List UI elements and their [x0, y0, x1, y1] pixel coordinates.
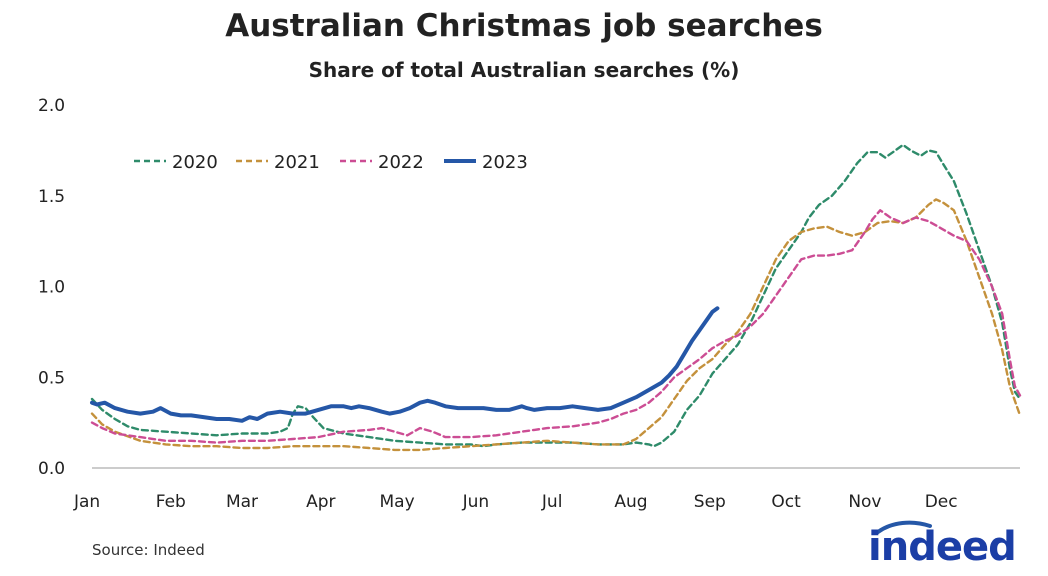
logo-arc-icon [876, 520, 932, 534]
legend-label-2022: 2022 [378, 152, 424, 173]
legend-label-2023: 2023 [482, 152, 528, 173]
chart-title: Australian Christmas job searches [225, 8, 823, 44]
x-tick-label-may: May [380, 492, 415, 512]
y-tick-label: 0.5 [38, 368, 65, 388]
x-tick-label-apr: Apr [306, 492, 335, 512]
series-line-2022 [90, 209, 1022, 444]
y-tick-label: 2.0 [38, 96, 65, 116]
x-tick-label-jul: Jul [541, 492, 563, 512]
series-line-2023 [90, 306, 720, 423]
x-tick-label-mar: Mar [226, 492, 258, 512]
x-tick-label-nov: Nov [848, 492, 881, 512]
x-tick-label-sep: Sep [694, 492, 726, 512]
x-tick-label-feb: Feb [156, 492, 186, 512]
x-tick-label-aug: Aug [614, 492, 647, 512]
chart-subtitle: Share of total Australian searches (%) [308, 58, 740, 82]
x-tick-label-oct: Oct [771, 492, 801, 512]
source-note: Source: Indeed [92, 541, 205, 559]
indeed-logo: indeed [868, 520, 1018, 572]
y-axis: 0.0 0.5 1.0 1.5 2.0 [38, 96, 65, 479]
y-tick-label: 1.5 [38, 187, 65, 207]
y-tick-label: 0.0 [38, 459, 65, 479]
x-axis: Jan Feb Mar Apr May Jun Jul Aug Sep Oct Nov Dec [73, 492, 958, 512]
series-group [90, 143, 1022, 452]
logo-text: indeed [868, 524, 1017, 570]
legend-label-2021: 2021 [274, 152, 320, 173]
series-line-2020 [90, 143, 1022, 448]
legend: 2020 2021 2022 2023 [134, 152, 528, 173]
x-tick-label-dec: Dec [925, 492, 958, 512]
x-tick-label-jun: Jun [462, 492, 490, 512]
y-tick-label: 1.0 [38, 278, 65, 298]
x-tick-label-jan: Jan [73, 492, 100, 512]
series-line-2021 [90, 198, 1022, 452]
legend-label-2020: 2020 [172, 152, 218, 173]
